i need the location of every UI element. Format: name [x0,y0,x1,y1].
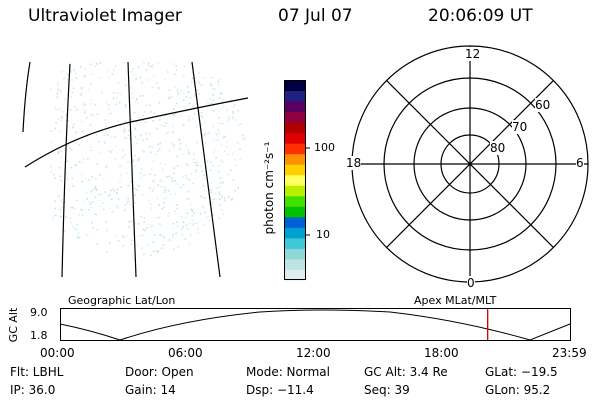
timeline-xtick-0: 00:00 [40,346,75,360]
polar-ring-label-70: 70 [512,120,528,134]
colorbar-tick-10: 10 [316,228,330,241]
longitude-line-4 [191,61,221,278]
longitude-line-3 [127,61,137,278]
glon-value: GLon: 95.2 [485,383,551,397]
mode-value: Mode: Normal [246,365,330,379]
ip-value: IP: 36.0 [10,383,56,397]
timeline-xtick-1: 06:00 [168,346,203,360]
polar-label-0: 0 [467,276,475,290]
filter-value: Flt: LBHL [10,365,64,379]
latitude-line [24,97,249,168]
polar-label-12: 12 [465,47,481,61]
timeline-left-label: Geographic Lat/Lon [68,294,176,307]
timeline-axis-label: GC Alt [7,307,20,343]
timeline-xtick-3: 18:00 [424,346,459,360]
polar-ring-label-80: 80 [490,141,506,155]
dsp-value: Dsp: −11.4 [246,383,314,397]
longitude-line-2 [61,63,71,278]
app-title: Ultraviolet Imager [28,6,182,26]
longitude-line-1 [22,61,31,133]
timeline-xtick-2: 12:00 [296,346,331,360]
polar-mlt-plot [351,45,589,283]
colorbar-unit-label: photon cm⁻²s⁻¹ [262,141,276,235]
auroral-emission-speckle [50,62,247,257]
polar-label-6: 6 [576,156,584,170]
gc-alt-value: GC Alt: 3.4 Re [364,365,448,379]
altitude-curve [59,309,571,341]
glat-value: GLat: −19.5 [485,365,558,379]
door-value: Door: Open [125,365,194,379]
gain-value: Gain: 14 [125,383,176,397]
polar-label-18: 18 [346,156,362,170]
timeline-ytick-high: 9.0 [30,306,48,319]
date-label: 07 Jul 07 [278,6,353,26]
timeline-ytick-low: 1.8 [30,329,48,342]
geographic-image-panel [22,61,249,278]
color-scale-bar [284,80,310,281]
seq-value: Seq: 39 [364,383,410,397]
polar-ring-label-60: 60 [535,98,551,112]
altitude-timeline [59,308,571,341]
timeline-right-label: Apex MLat/MLT [414,294,497,307]
colorbar-tick-100: 100 [314,141,335,154]
timeline-xtick-4: 23:59 [552,346,587,360]
time-label: 20:06:09 UT [428,6,533,26]
